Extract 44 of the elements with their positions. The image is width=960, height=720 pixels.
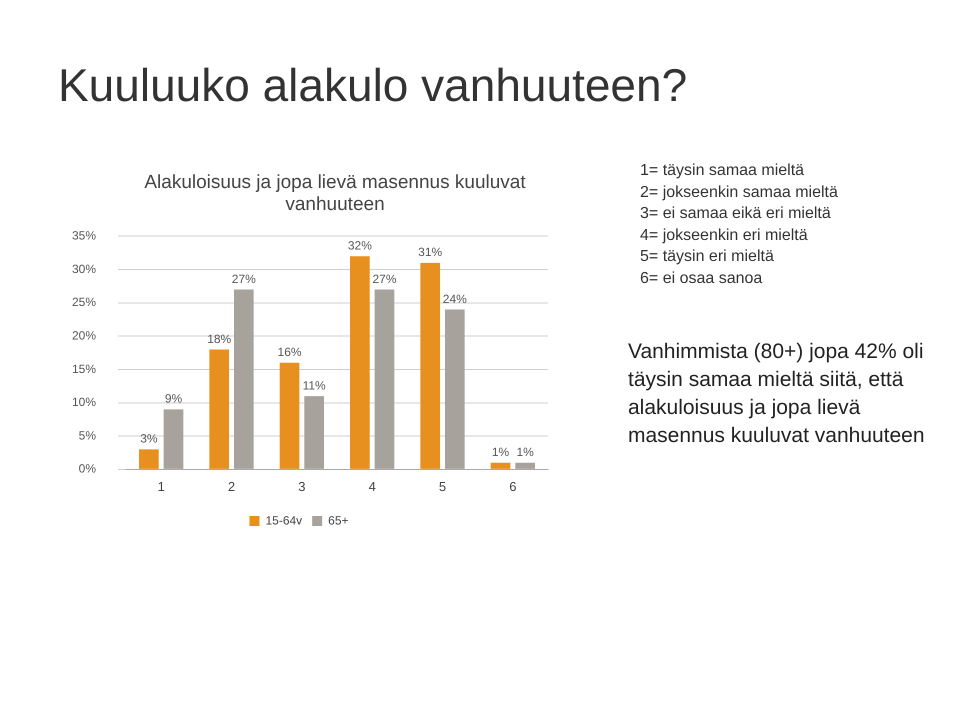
data-label: 32% (348, 238, 372, 252)
legend-label: 15-64v (265, 513, 302, 528)
data-label: 11% (302, 378, 326, 392)
bar (374, 290, 394, 469)
legend-label: 65+ (328, 513, 349, 528)
y-tick-label: 30% (72, 262, 96, 276)
bar (304, 396, 324, 469)
y-tick-label: 0% (78, 462, 96, 476)
bar (444, 309, 465, 469)
bar (490, 462, 510, 469)
x-tick-label: 6 (509, 478, 516, 494)
x-tick-label: 1 (158, 478, 165, 494)
data-label: 27% (372, 272, 397, 286)
data-label: 27% (232, 272, 256, 286)
data-label: 16% (278, 345, 302, 360)
x-tick-label: 5 (438, 478, 446, 494)
data-label: 18% (207, 332, 232, 346)
bar (280, 362, 300, 469)
data-label: 1% (516, 445, 534, 460)
data-label: 1% (492, 445, 510, 460)
bar (515, 462, 535, 469)
data-label: 9% (164, 392, 182, 406)
bar (164, 409, 184, 469)
y-tick-label: 5% (78, 428, 96, 442)
y-tick-label: 20% (72, 328, 96, 342)
y-tick-label: 25% (72, 295, 96, 310)
data-label: 3% (140, 432, 158, 446)
bar (234, 290, 254, 469)
text: Vanhimmista (80+) jopa 42% oli täysin samaa mieltä siitä, että alakuloisuus ja jopa lievä masennus kuuluvat vanhuuteen (628, 339, 926, 449)
x-tick-label: 2 (228, 478, 236, 494)
bar (139, 449, 159, 469)
text: 1= täysin samaa mieltä 2= jokseenkin samaa mieltä 3= ei samaa eikä eri mieltä 4= jokseenkin eri mieltä 5= täysin eri mieltä 6= ei osaa sanoa (640, 161, 838, 288)
chart-title: Alakuloisuus ja jopa lievä masennus kuuluvat vanhuuteen (143, 172, 527, 216)
data-label: 31% (418, 245, 443, 260)
y-tick-label: 15% (72, 362, 96, 376)
bar (420, 262, 440, 469)
y-tick-label: 35% (72, 228, 96, 243)
x-tick-label: 4 (368, 478, 376, 494)
bar (209, 349, 230, 469)
x-tick-label: 3 (298, 478, 306, 494)
data-label: 24% (442, 292, 468, 306)
bar (350, 256, 370, 469)
text: Kuuluuko alakulo vanhuuteen? (58, 58, 688, 112)
y-tick-label: 10% (72, 395, 96, 410)
